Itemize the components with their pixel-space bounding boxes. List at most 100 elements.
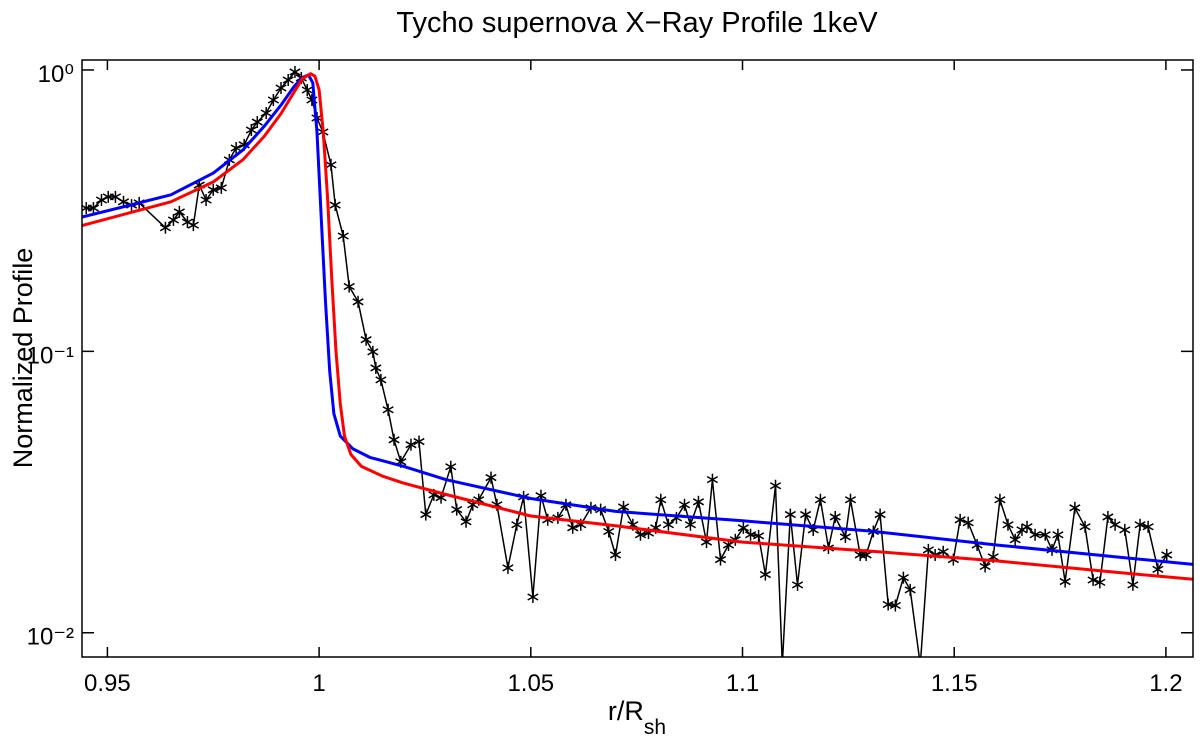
x-tick-label: 1.2 (1149, 670, 1182, 697)
data-point (634, 528, 647, 541)
data-point (706, 473, 719, 486)
asterisk-stroke (200, 196, 212, 204)
data-point (1127, 578, 1139, 591)
asterisk-stroke (1059, 577, 1071, 586)
data-point (325, 158, 337, 171)
asterisk-stroke (117, 198, 130, 206)
data-point (897, 571, 909, 584)
data-point (1119, 523, 1131, 536)
asterisk-stroke (420, 510, 432, 519)
asterisk-stroke (752, 532, 765, 540)
data-point (714, 553, 727, 566)
data-point (1021, 520, 1033, 533)
asterisk-stroke (603, 527, 615, 536)
asterisk-stroke (1052, 531, 1064, 539)
data-point (360, 333, 372, 346)
data-point (799, 508, 812, 521)
asterisk-stroke (159, 224, 172, 232)
asterisk-stroke (904, 586, 916, 594)
y-axis-label: Normalized Profile (8, 248, 38, 469)
asterisk-stroke (413, 437, 425, 446)
data-point (207, 183, 219, 196)
asterisk-stroke (684, 521, 697, 529)
asterisk-stroke (352, 298, 364, 306)
asterisk-stroke (382, 406, 394, 414)
data-point (329, 199, 341, 212)
data-point (370, 361, 382, 374)
asterisk-stroke (301, 86, 313, 94)
asterisk-stroke (375, 376, 387, 384)
asterisk-stroke (737, 524, 749, 532)
data-point (282, 74, 294, 87)
asterisk-stroke (617, 503, 630, 511)
asterisk-stroke (874, 510, 886, 519)
data-point (759, 568, 771, 581)
data-point (784, 508, 796, 521)
data-point (382, 403, 394, 416)
asterisk-stroke (282, 76, 294, 84)
data-point (1079, 520, 1091, 533)
data-point (603, 525, 615, 538)
asterisk-stroke (1039, 531, 1051, 539)
data-point (367, 345, 379, 358)
asterisk-stroke (937, 548, 949, 556)
data-point (769, 479, 782, 492)
data-point (791, 578, 804, 591)
asterisk-stroke (535, 492, 547, 500)
data-point (814, 493, 827, 506)
data-point (1142, 520, 1154, 533)
data-point (889, 599, 901, 612)
asterisk-stroke (609, 551, 622, 559)
asterisk-stroke (511, 521, 523, 529)
asterisk-stroke (405, 441, 417, 449)
data-point (1152, 563, 1164, 576)
data-point (874, 508, 886, 521)
asterisk-stroke (527, 593, 539, 601)
asterisk-stroke (1009, 536, 1021, 544)
data-point (692, 495, 705, 508)
data-point (1002, 518, 1014, 531)
asterisk-stroke (502, 564, 514, 572)
x-tick-label: 1 (312, 670, 325, 697)
data-point (662, 518, 675, 531)
asterisk-stroke (1161, 551, 1173, 559)
data-point (1059, 575, 1071, 588)
asterisk-stroke (1119, 526, 1131, 534)
data-point (922, 543, 934, 556)
chart-title: Tycho supernova X−Ray Profile 1keV (396, 7, 878, 39)
x-label-subscript: sh (644, 716, 666, 739)
data-point (267, 94, 279, 107)
asterisk-stroke (922, 546, 934, 554)
asterisk-stroke (275, 84, 287, 92)
asterisk-stroke (844, 496, 857, 504)
data-point (1029, 528, 1041, 541)
asterisk-stroke (979, 562, 991, 571)
data-point (655, 493, 667, 506)
data-point (451, 503, 463, 516)
asterisk-stroke (245, 126, 257, 134)
plot-area (82, 65, 1193, 657)
asterisk-stroke (1134, 521, 1146, 529)
data-point (187, 219, 199, 232)
asterisk-stroke (839, 533, 851, 541)
asterisk-stroke (700, 538, 713, 546)
asterisk-stroke (1002, 521, 1014, 529)
asterisk-stroke (662, 521, 675, 529)
axes: 0.95 1 1.05 1.1 1.15 1.2 10⁻² 10⁻¹ 10⁰ (27, 59, 1194, 697)
asterisk-stroke (187, 221, 199, 229)
asterisk-stroke (692, 498, 705, 506)
data-point (1161, 548, 1173, 561)
data-point (289, 65, 301, 78)
x-tick-label: 1.05 (507, 670, 554, 697)
data-point (752, 529, 765, 542)
asterisk-stroke (1079, 523, 1091, 531)
data-point (1087, 573, 1099, 586)
asterisk-stroke (1142, 523, 1154, 531)
y-tick-label: 10⁻¹ (27, 342, 74, 369)
asterisk-stroke (814, 496, 827, 504)
plot-frame (81, 59, 1194, 658)
asterisk-stroke (360, 336, 372, 344)
asterisk-stroke (181, 218, 194, 226)
y-tick-label: 10⁻² (27, 624, 74, 651)
asterisk-stroke (1087, 576, 1099, 584)
